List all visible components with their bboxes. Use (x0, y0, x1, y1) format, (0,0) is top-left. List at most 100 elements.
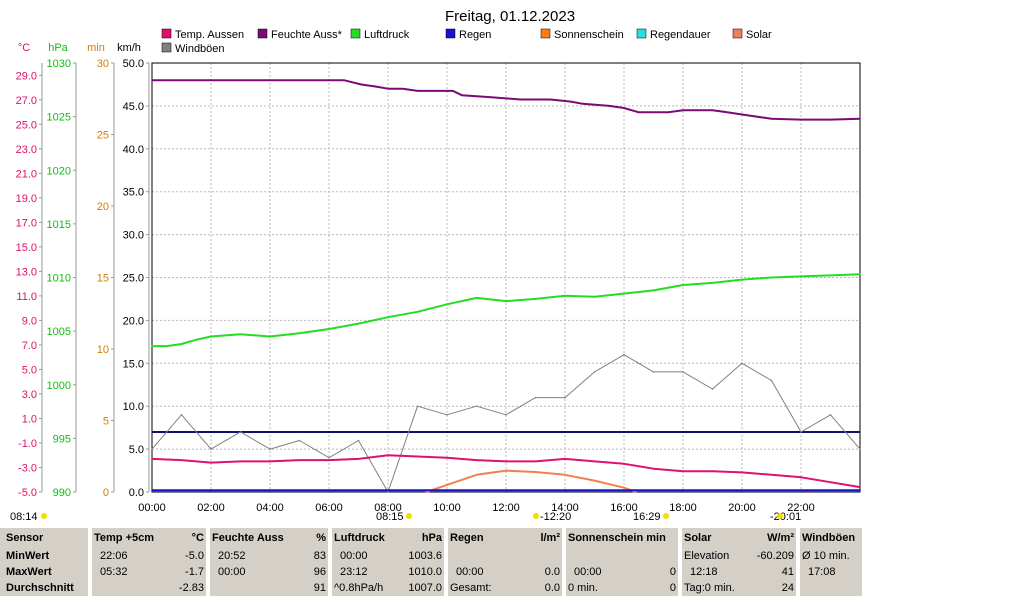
data-point (623, 353, 625, 356)
data-point (593, 479, 596, 482)
wind-tick-label: 25.0 (123, 273, 144, 285)
temp-min-time: 22:06 (88, 548, 168, 564)
data-point (269, 335, 271, 338)
data-point (357, 439, 360, 442)
data-point (711, 282, 714, 284)
stats-header-row: Sensor Temp +5cm °C Feuchte Auss % Luftd… (0, 528, 862, 548)
data-point (387, 491, 389, 493)
data-point (623, 486, 625, 489)
header-sonne: Sonnenschein min (562, 528, 680, 548)
data-point (460, 94, 463, 96)
wind-tick-label: 50.0 (123, 58, 144, 70)
data-point (770, 474, 773, 476)
legend-item: Windböen (161, 42, 225, 55)
pressure-tick-label: 1005 (47, 326, 71, 338)
minutes-tick-label: 20 (97, 201, 109, 213)
data-point (667, 111, 670, 114)
temp-tick-label: 13.0 (16, 266, 37, 278)
data-point (829, 118, 832, 121)
temp-tick-label: 7.0 (22, 340, 37, 352)
temp-tick-label: 3.0 (22, 389, 37, 401)
data-point (652, 371, 655, 373)
data-point (564, 474, 566, 476)
header-temp-unit: °C (168, 528, 208, 548)
data-point (741, 471, 743, 474)
sun-icon (663, 513, 669, 519)
data-point (387, 454, 389, 457)
feuchte-max-value: 96 (298, 564, 330, 580)
data-point (711, 470, 714, 472)
legend-label: Luftdruck (364, 29, 410, 41)
minutes-tick-label: 0 (103, 487, 109, 499)
plot-area (151, 79, 861, 493)
legend-item: Regendauer (636, 28, 711, 41)
data-point (593, 296, 596, 298)
stats-panel: Sensor Temp +5cm °C Feuchte Auss % Luftd… (0, 528, 1024, 608)
data-point (637, 111, 640, 114)
x-axis: 00:00 02:00 04:00 06:00 08:00 10:00 12:00 14:00… (138, 502, 815, 514)
legend-label: Sonnenschein (554, 29, 624, 41)
stats-table: Sensor Temp +5cm °C Feuchte Auss % Luftd… (0, 528, 862, 596)
feuchte-min-value: 83 (298, 548, 330, 564)
regen-max-time: 00:00 (444, 564, 520, 580)
data-point (416, 455, 419, 458)
data-point (726, 111, 729, 114)
pressure-tick-label: 1000 (47, 380, 71, 392)
data-point (298, 439, 301, 442)
data-point (829, 413, 832, 416)
data-point (357, 322, 360, 325)
legend-swatch (540, 28, 551, 39)
pressure-axis-unit: hPa (48, 42, 68, 54)
solar-elevation-value: -60.209 (754, 548, 798, 564)
pressure-tick-label: 1020 (47, 165, 71, 177)
data-point (534, 460, 537, 463)
minutes-axis-unit: min (87, 42, 105, 54)
data-point (180, 413, 183, 416)
wind-tick-label: 0.0 (129, 487, 144, 499)
temp-avg-value: -2.83 (168, 580, 208, 596)
data-point (210, 448, 212, 450)
data-point (564, 294, 566, 297)
data-point (549, 98, 552, 101)
chart-legend: Temp. Aussen Feuchte Auss* Luftdruck Regen S… (161, 28, 772, 55)
temp-tick-label: 21.0 (16, 168, 37, 180)
data-point (425, 491, 428, 493)
data-point (151, 448, 153, 450)
data-point (195, 338, 198, 341)
data-point (505, 300, 507, 302)
minutes-tick-label: 30 (97, 58, 109, 70)
data-point (357, 458, 360, 460)
x-tick-label: 22:00 (787, 502, 815, 514)
data-point (652, 289, 655, 292)
minutes-tick-label: 10 (97, 344, 109, 356)
temp-max-time: 05:32 (88, 564, 168, 580)
sun-event-label: -20:01 (770, 511, 801, 523)
feuchte-avg-time (206, 580, 298, 596)
plot-frame (151, 62, 861, 493)
legend-item: Solar (732, 28, 772, 41)
sonne-min (562, 548, 680, 564)
temp-tick-label: 1.0 (22, 413, 37, 425)
axis-headers: °C hPa min km/h (18, 42, 141, 54)
sun-event: -12:20 (540, 511, 571, 523)
data-point (446, 303, 448, 306)
legend-label: Solar (746, 29, 772, 41)
temp-tick-label: -1.0 (18, 438, 37, 450)
sun-icon (533, 513, 539, 519)
solar-day-label: Tag:0 min. (678, 580, 754, 596)
temp-tick-label: 11.0 (16, 291, 37, 303)
temp-tick-label: 17.0 (16, 217, 37, 229)
data-point (623, 107, 625, 109)
header-feuchte-unit: % (298, 528, 330, 548)
data-point (859, 486, 861, 488)
temp-max-value: -1.7 (168, 564, 208, 580)
data-point (375, 85, 378, 88)
data-point (564, 458, 566, 460)
data-point (416, 311, 419, 313)
data-point (770, 379, 773, 382)
data-point (534, 471, 537, 473)
legend-swatch (161, 42, 172, 53)
data-point (859, 489, 861, 492)
wind-tick-label: 30.0 (123, 230, 144, 242)
temp-tick-label: 29.0 (16, 70, 37, 82)
